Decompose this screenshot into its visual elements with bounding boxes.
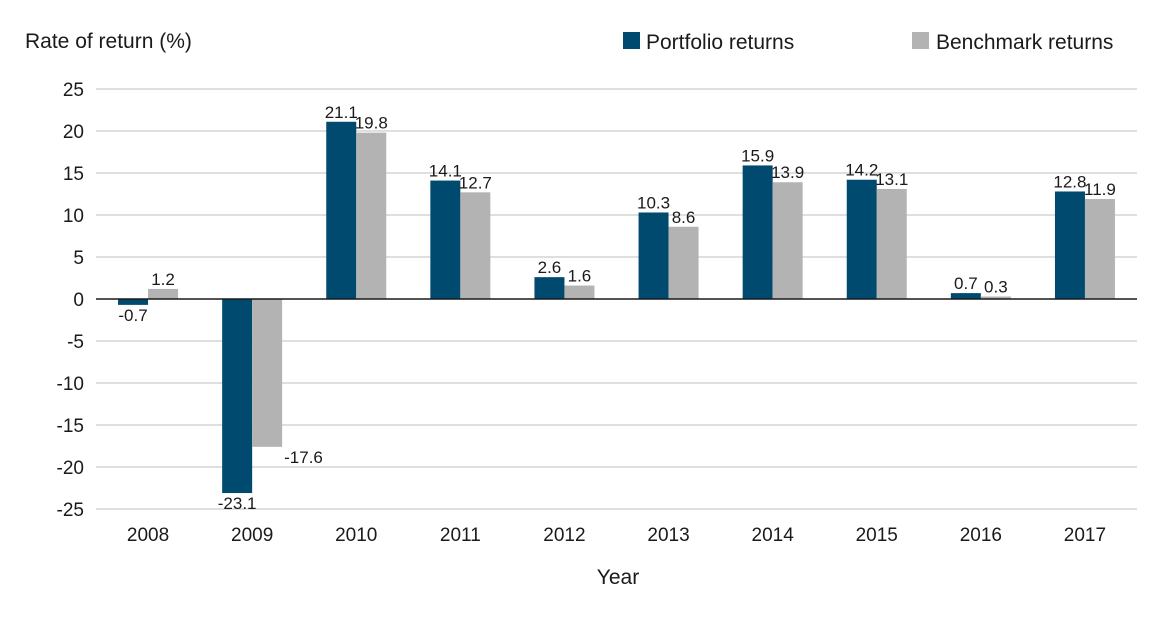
y-tick-label: 20 [63, 122, 84, 143]
x-tick-label: 2009 [231, 525, 273, 546]
data-label: 12.7 [459, 173, 492, 192]
legend-swatch-benchmark [912, 32, 929, 49]
data-label: -0.7 [118, 306, 147, 325]
bar-portfolio-2011 [430, 180, 461, 299]
data-label: 1.6 [568, 267, 592, 286]
bar-benchmark-2010 [356, 132, 387, 299]
data-label: 12.8 [1053, 172, 1086, 191]
x-tick-label: 2008 [127, 525, 169, 546]
x-tick-label: 2012 [543, 525, 585, 546]
bar-portfolio-2009 [222, 299, 253, 494]
x-tick-label: 2017 [1064, 525, 1106, 546]
y-tick-label: -25 [57, 500, 84, 521]
data-label: 8.6 [672, 208, 696, 227]
bar-portfolio-2013 [638, 212, 669, 299]
legend-label-portfolio: Portfolio returns [646, 31, 794, 54]
bar-benchmark-2017 [1084, 199, 1115, 299]
y-tick-label: 10 [63, 206, 84, 227]
x-tick-label: 2011 [440, 525, 481, 546]
bar-benchmark-2015 [876, 188, 907, 299]
x-tick-label: 2010 [335, 525, 377, 546]
data-label: 2.6 [538, 258, 562, 277]
data-label: 0.3 [984, 277, 1008, 296]
y-tick-labels: 25 20 15 10 5 0 -5 -10 -15 -20 -25 [57, 80, 84, 521]
bar-portfolio-2010 [326, 121, 357, 299]
data-label: 0.7 [954, 274, 978, 293]
bars [96, 121, 1137, 494]
data-label: -23.1 [218, 494, 257, 513]
x-tick-label: 2015 [856, 525, 898, 546]
y-tick-label: 5 [73, 248, 84, 269]
x-tick-label: 2014 [752, 525, 795, 546]
x-tick-labels: 2008 2009 2010 2011 2012 2013 2014 2015 2016 2017 [127, 525, 1106, 546]
data-label: 11.9 [1084, 180, 1116, 199]
bar-portfolio-2012 [534, 277, 565, 299]
data-label: 13.9 [771, 163, 804, 182]
y-tick-label: -20 [57, 458, 84, 479]
bar-benchmark-2013 [668, 226, 699, 299]
y-axis-label: Rate of return (%) [25, 30, 192, 53]
bar-benchmark-2016 [980, 296, 1011, 299]
y-tick-label: 25 [63, 80, 84, 101]
data-labels: -0.71.2 -23.1 -17.6 21.119.8 14.112.7 2.6 1.6 1… [118, 103, 1115, 513]
y-tick-label: -5 [67, 332, 84, 353]
y-tick-label: -15 [57, 416, 84, 437]
legend-swatch-portfolio [623, 32, 640, 49]
bar-portfolio-2016 [950, 293, 981, 299]
x-tick-label: 2016 [960, 525, 1002, 546]
data-label: 1.2 [151, 270, 175, 289]
data-label: 10.3 [637, 193, 670, 212]
bar-benchmark-2008 [148, 288, 179, 299]
y-tick-label: -10 [57, 374, 84, 395]
bar-portfolio-2015 [846, 179, 877, 299]
data-label: 14.2 [845, 161, 878, 180]
y-tick-label: 15 [63, 164, 84, 185]
data-label: 15.9 [741, 146, 774, 165]
bar-benchmark-2012 [564, 285, 595, 299]
data-label: 19.8 [355, 114, 388, 133]
legend-label-benchmark: Benchmark returns [936, 31, 1113, 54]
bar-portfolio-2014 [742, 165, 773, 299]
bar-portfolio-2017 [1054, 191, 1085, 299]
data-label: 13.1 [875, 170, 908, 189]
legend: Portfolio returns Benchmark returns [623, 31, 1113, 54]
bar-benchmark-2014 [772, 182, 803, 299]
x-tick-label: 2013 [647, 525, 689, 546]
bar-portfolio-2008 [118, 299, 149, 305]
data-label: 21.1 [325, 103, 358, 122]
data-label: 14.1 [429, 162, 462, 181]
bar-benchmark-2009 [252, 299, 283, 447]
bar-benchmark-2011 [460, 192, 491, 299]
y-tick-label: 0 [73, 290, 84, 311]
data-label: -17.6 [284, 448, 323, 467]
x-axis-label: Year [597, 566, 639, 589]
